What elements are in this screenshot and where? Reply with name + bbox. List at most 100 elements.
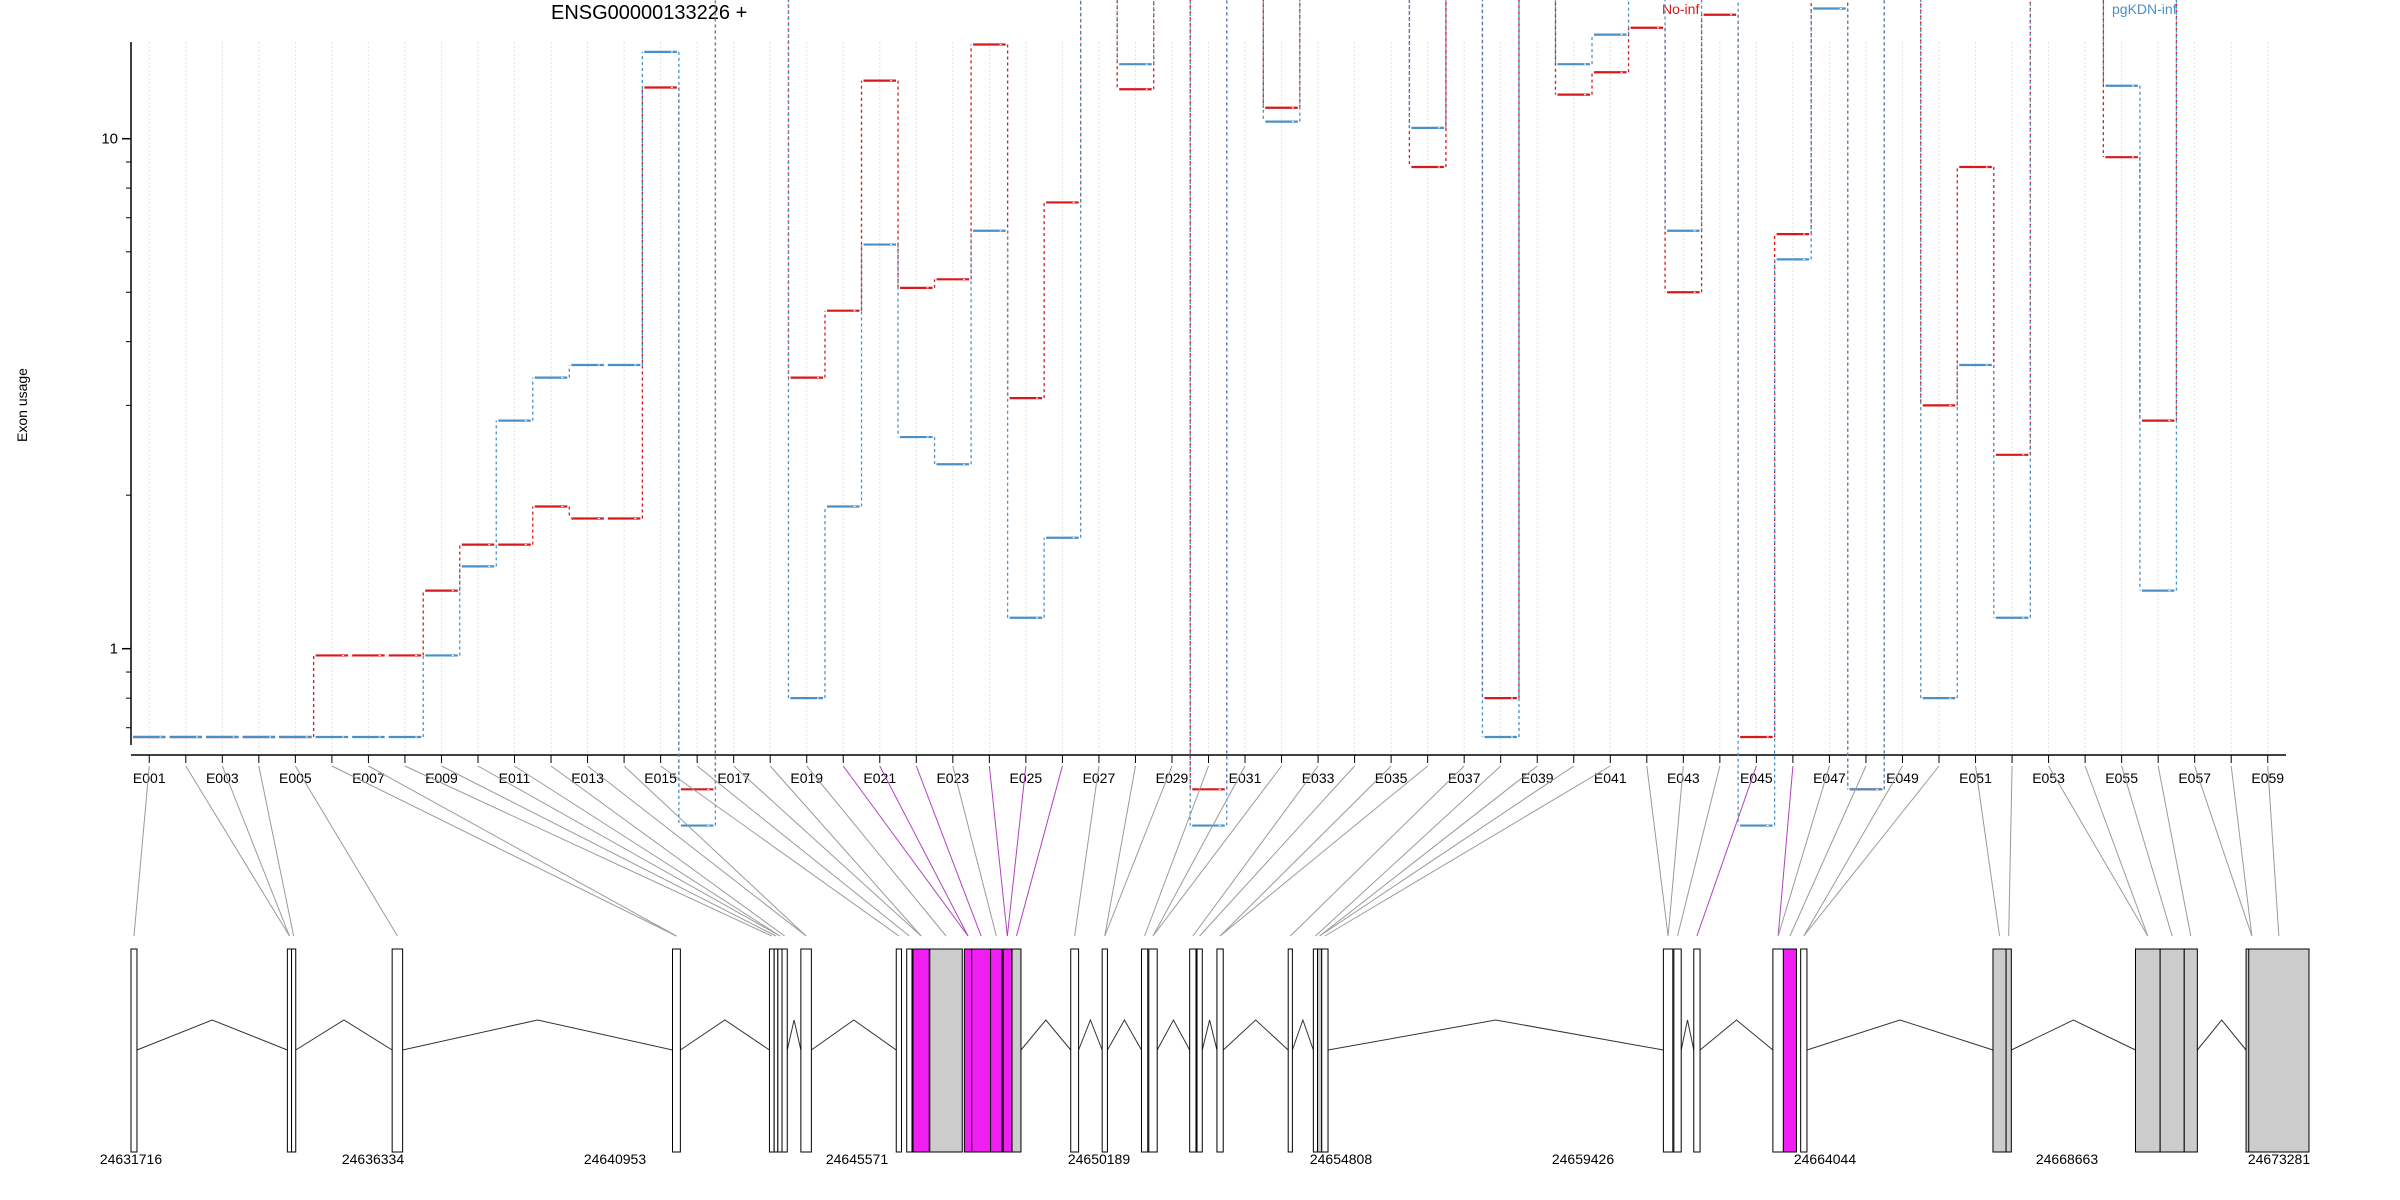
exon-connector — [1315, 765, 1502, 937]
exon-connector — [477, 765, 781, 937]
exon-connector — [587, 765, 807, 937]
coordinate-label: 24640953 — [584, 1151, 647, 1167]
coordinate-label: 24645571 — [826, 1151, 889, 1167]
exon-connector — [1319, 765, 1575, 937]
exon-connector — [1104, 765, 1173, 937]
exon-box — [2005, 948, 2012, 1153]
exon-connector — [2267, 765, 2280, 937]
exon-connector — [294, 765, 398, 937]
exon-connector — [2194, 765, 2253, 937]
x-tick-label: E033 — [1302, 770, 1335, 786]
x-tick-label: E041 — [1594, 770, 1627, 786]
x-tick-label: E043 — [1667, 770, 1700, 786]
exon-box — [1011, 948, 1022, 1153]
exon-box — [1772, 948, 1784, 1153]
legend-pgkdn-inf: pgKDN-inf — [2112, 1, 2177, 17]
intron-line — [1201, 1019, 1218, 1051]
x-tick-label: E027 — [1083, 770, 1116, 786]
x-tick-label: E009 — [425, 770, 458, 786]
intron-line — [1078, 1018, 1103, 1051]
intron-line — [1680, 1019, 1695, 1051]
exon-box — [2248, 948, 2310, 1153]
coordinate-label: 24664044 — [1794, 1151, 1857, 1167]
exon-connector — [1006, 765, 1027, 937]
exon-connector — [623, 765, 807, 937]
chart-title: ENSG00000133226 + — [551, 2, 748, 24]
x-axis: E001 E003 E005 E007 E009 E011 E013 E015 E017 E019… — [131, 754, 2286, 786]
exon-connector — [2157, 765, 2192, 937]
x-tick-label: E057 — [2178, 770, 2211, 786]
exon-box — [672, 948, 681, 1153]
exon-connector — [769, 765, 922, 937]
intron-line — [2196, 1019, 2247, 1051]
intron-line — [1327, 1019, 1664, 1051]
exon-box — [963, 948, 973, 1153]
coordinate-label: 24673281 — [2248, 1151, 2311, 1167]
x-tick-label: E045 — [1740, 770, 1773, 786]
exon-connector — [842, 765, 969, 937]
exon-box — [1662, 948, 1674, 1153]
x-tick-label: E029 — [1156, 770, 1189, 786]
exon-connector — [1696, 765, 1757, 937]
exon-connector — [1975, 765, 2001, 937]
exon-box — [768, 948, 775, 1153]
x-tick-label: E001 — [133, 770, 166, 786]
exon-connector — [1677, 765, 1721, 937]
grid-lines — [148, 42, 2269, 755]
coordinate-label: 24654808 — [1310, 1151, 1373, 1167]
x-tick-label: E059 — [2251, 770, 2284, 786]
exon-box — [391, 948, 404, 1153]
exon-box — [1992, 948, 2007, 1153]
exon-box — [1673, 948, 1682, 1153]
intron-line — [1156, 1018, 1191, 1051]
exon-box — [1196, 948, 1203, 1153]
exon-box — [1312, 948, 1319, 1153]
gene-exons — [130, 948, 2310, 1153]
exon-box — [2183, 948, 2198, 1153]
intron-line — [811, 1019, 897, 1051]
intron-line — [1806, 1019, 1994, 1051]
exon-connector — [1667, 765, 1684, 937]
y-axis: 200100503020101 — [101, 42, 132, 745]
intron-line — [402, 1019, 673, 1051]
exon-connector — [660, 765, 900, 937]
exon-connector — [1144, 765, 1209, 937]
x-tick-label: E047 — [1813, 770, 1846, 786]
y-tick-label: 10 — [101, 131, 118, 148]
exon-connector — [185, 765, 290, 937]
x-tick-label: E051 — [1959, 770, 1992, 786]
exon-connector — [1803, 765, 1940, 937]
x-tick-label: E015 — [644, 770, 677, 786]
x-tick-label: E055 — [2105, 770, 2138, 786]
exon-box — [1800, 948, 1808, 1153]
exon-box — [912, 948, 930, 1153]
exon-connector — [1152, 765, 1282, 937]
exon-box — [1216, 948, 1224, 1153]
coordinate-label: 24631716 — [100, 1151, 163, 1167]
x-tick-label: E019 — [790, 770, 823, 786]
coordinate-label: 24659426 — [1552, 1151, 1615, 1167]
intron-line — [1020, 1019, 1072, 1051]
exon-connector — [331, 765, 677, 937]
intron-line — [1222, 1019, 1289, 1051]
coordinate-label: 24650189 — [1068, 1151, 1131, 1167]
exon-connector — [1152, 765, 1246, 937]
exon-box — [1101, 948, 1108, 1153]
exon-connector — [1199, 765, 1355, 937]
exon-connector — [1104, 765, 1136, 937]
exon-connector — [404, 765, 773, 937]
exon-connector — [2008, 765, 2013, 937]
exon-connector — [550, 765, 785, 937]
x-tick-label: E017 — [717, 770, 750, 786]
exon-box — [777, 948, 783, 1153]
exon-connector — [1777, 765, 1794, 937]
x-tick-label: E037 — [1448, 770, 1481, 786]
intron-line — [1291, 1018, 1314, 1051]
exon-connector — [2121, 765, 2173, 937]
exon-box — [1317, 948, 1323, 1153]
exon-connector — [1219, 765, 1392, 937]
exon-box — [773, 948, 779, 1153]
x-tick-label: E049 — [1886, 770, 1919, 786]
x-tick-label: E023 — [936, 770, 969, 786]
